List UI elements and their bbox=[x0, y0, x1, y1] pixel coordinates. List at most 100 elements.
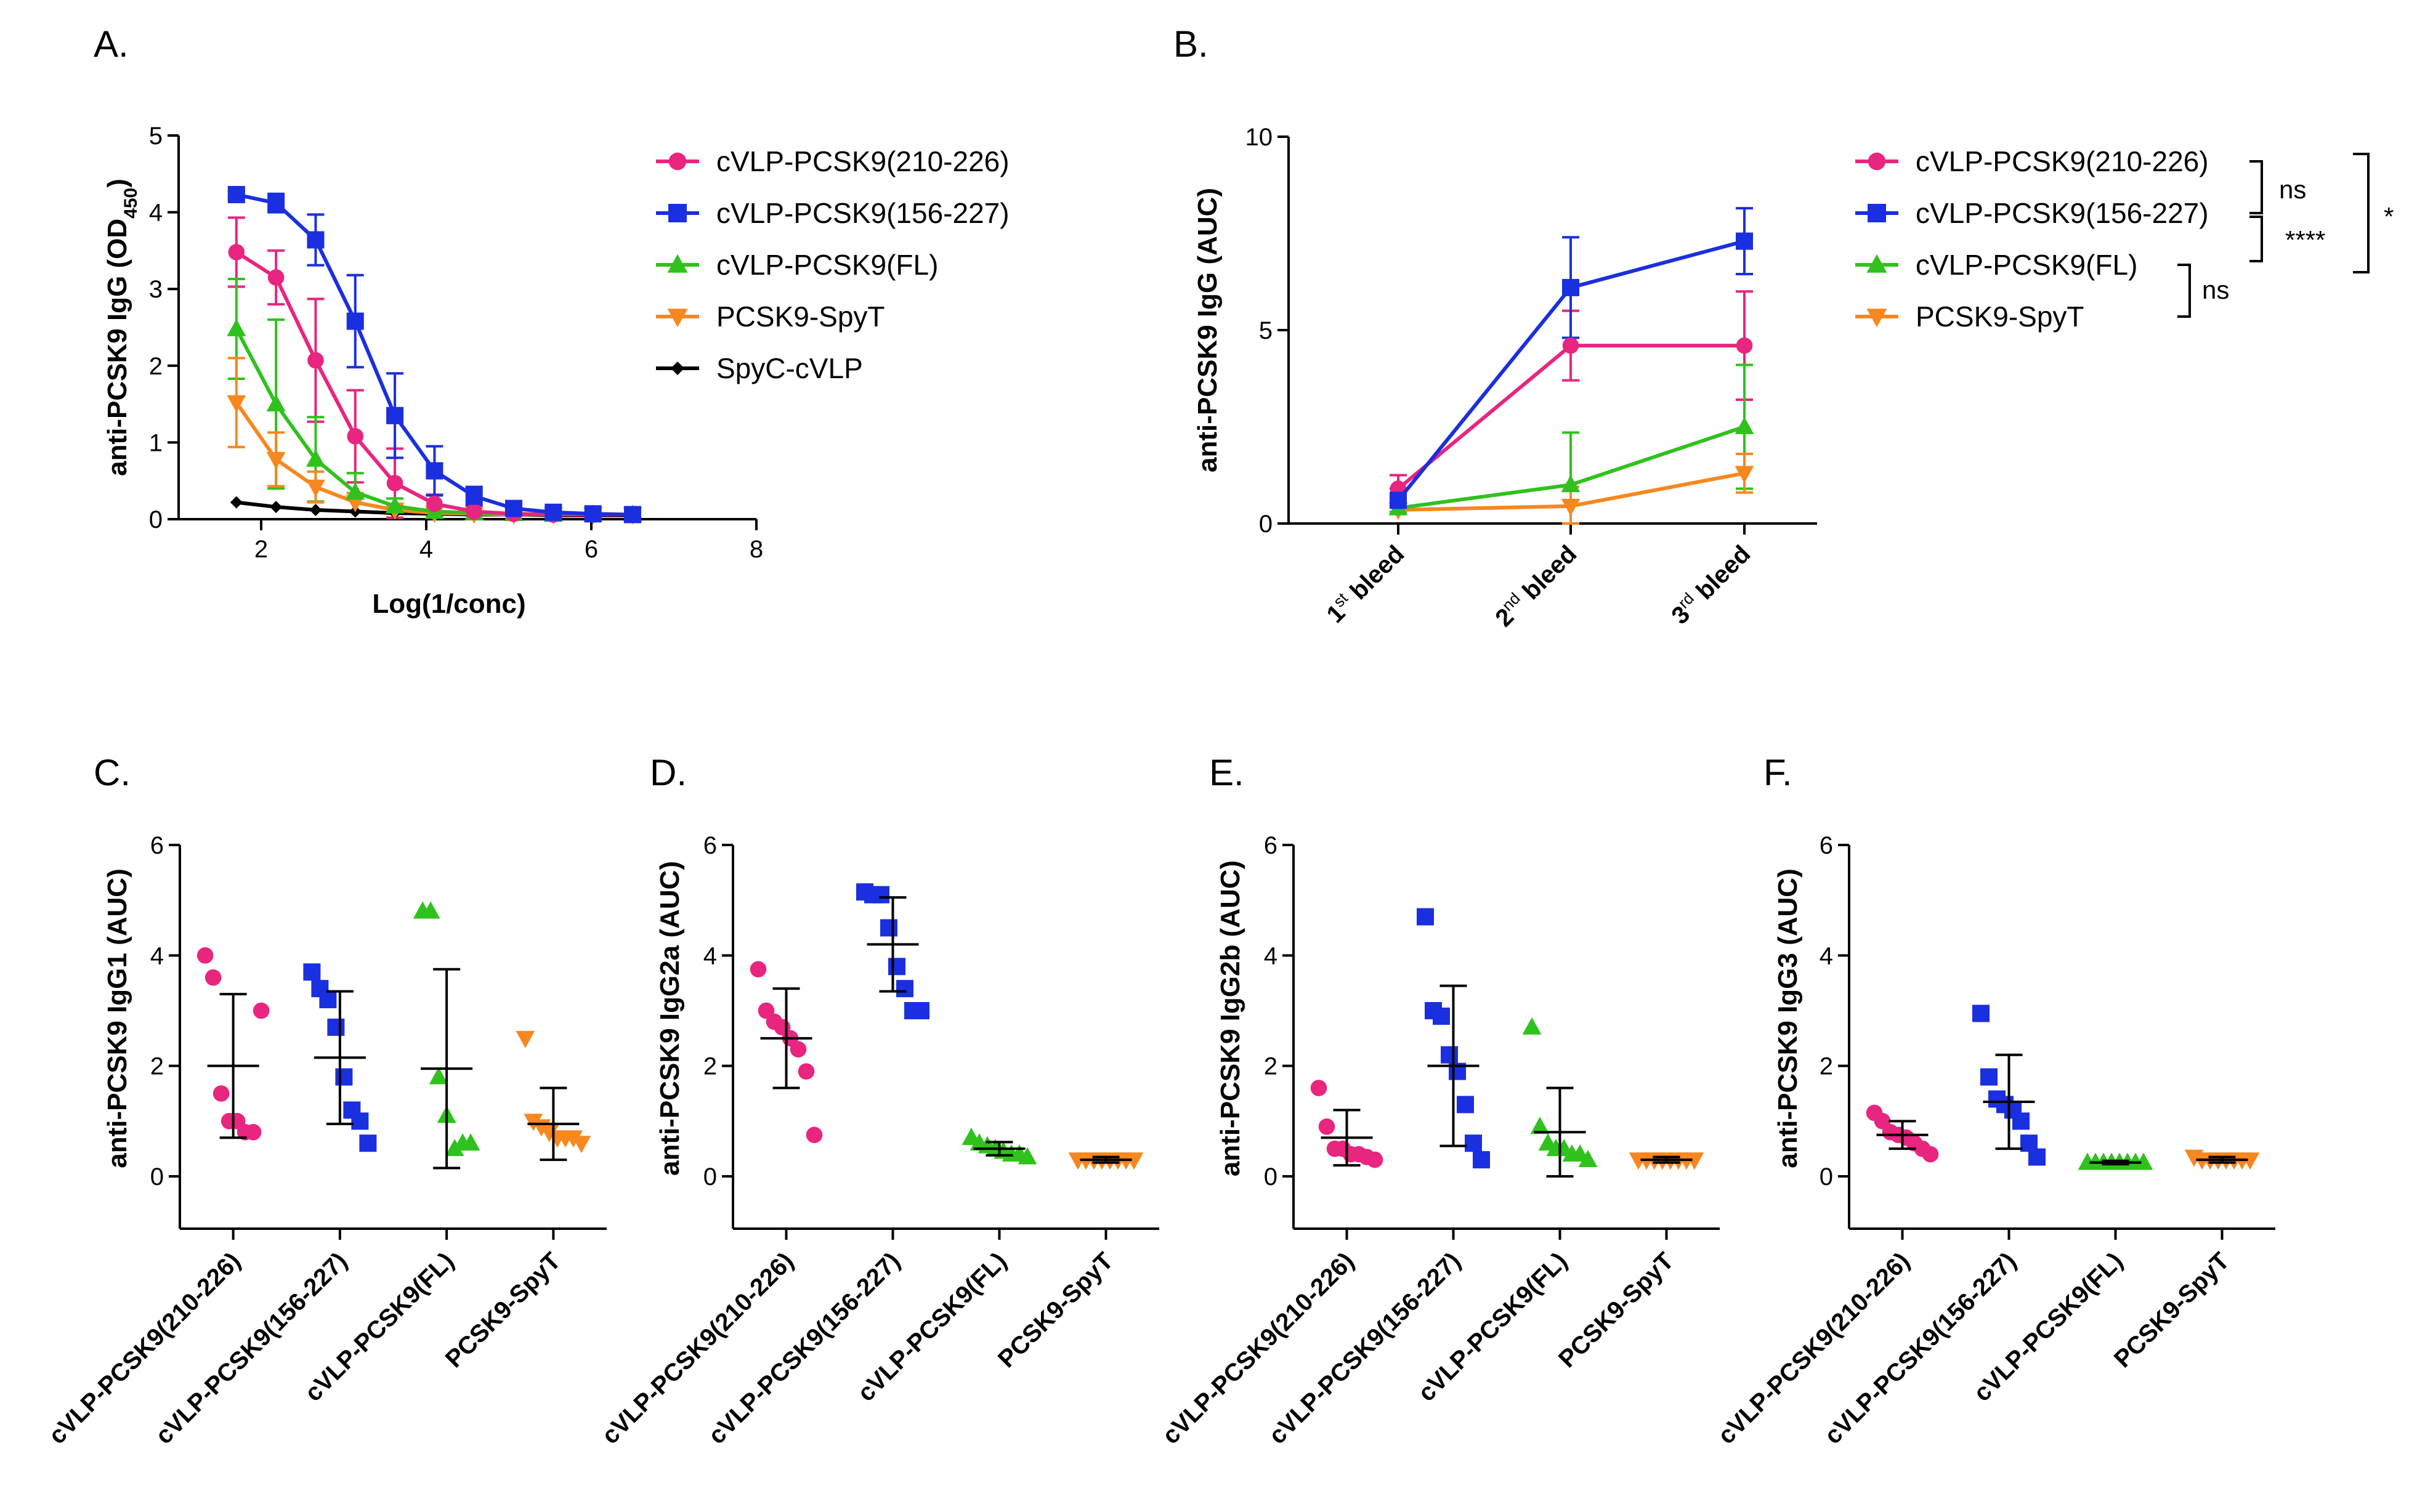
x-axis-title: Log(1/conc) bbox=[372, 589, 525, 619]
data-point bbox=[230, 496, 243, 509]
significance-label: **** bbox=[2285, 225, 2325, 254]
y-tick-label: 0 bbox=[149, 506, 163, 533]
data-point bbox=[266, 394, 286, 411]
y-tick-label: 4 bbox=[703, 942, 717, 969]
data-point bbox=[1736, 232, 1753, 250]
data-point bbox=[750, 961, 767, 978]
data-point bbox=[1124, 1152, 1144, 1170]
x-category-label: cVLP-PCSK9(210-226) bbox=[1157, 1247, 1359, 1449]
data-point bbox=[385, 496, 405, 514]
x-tick-label: 8 bbox=[750, 536, 763, 563]
data-point bbox=[888, 958, 905, 976]
y-axis-title-subscript: 450 bbox=[121, 188, 141, 219]
y-tick-label: 0 bbox=[1264, 1163, 1277, 1191]
data-point bbox=[386, 475, 403, 491]
y-axis-title: anti-PCSK9 IgG3 (AUC) bbox=[1773, 868, 1803, 1168]
x-category-label: cVLP-PCSK9(156-227) bbox=[703, 1247, 905, 1449]
data-point bbox=[429, 1067, 448, 1085]
legend-marker bbox=[1868, 204, 1886, 222]
legend-marker bbox=[667, 309, 688, 328]
data-point bbox=[386, 406, 404, 424]
data-point bbox=[346, 482, 365, 500]
legend-label: PCSK9-SpyT bbox=[716, 301, 885, 333]
data-point bbox=[1685, 1152, 1704, 1170]
x-category-label: PCSK9-SpyT bbox=[440, 1247, 566, 1373]
data-point bbox=[2134, 1152, 2153, 1170]
data-point bbox=[545, 503, 562, 521]
y-tick-label: 1 bbox=[149, 429, 163, 456]
y-tick-label: 6 bbox=[150, 832, 164, 859]
bracket-ns-1 bbox=[2249, 160, 2263, 214]
legend-label: cVLP-PCSK9(FL) bbox=[1916, 249, 2137, 281]
x-tick-label: 2 bbox=[254, 536, 268, 563]
data-point bbox=[213, 1085, 230, 1102]
y-tick-label: 4 bbox=[1264, 942, 1277, 969]
data-point bbox=[309, 504, 322, 517]
data-point bbox=[880, 919, 897, 937]
data-point bbox=[227, 185, 245, 203]
data-point bbox=[2028, 1148, 2046, 1166]
group-2 bbox=[413, 901, 480, 1170]
y-tick-label: 2 bbox=[1820, 1053, 1833, 1080]
data-point bbox=[1561, 498, 1581, 516]
y-tick-label: 2 bbox=[150, 1053, 164, 1080]
data-point bbox=[335, 1068, 353, 1086]
data-point bbox=[524, 1114, 543, 1131]
y-axis-title: anti-PCSK9 IgG (AUC) bbox=[1192, 188, 1223, 472]
data-point bbox=[319, 991, 337, 1009]
data-point bbox=[505, 499, 523, 517]
data-point bbox=[1980, 1068, 1998, 1086]
panel-letter: E. bbox=[1209, 752, 1244, 793]
data-point bbox=[1530, 1117, 1550, 1134]
data-point bbox=[1366, 1151, 1383, 1168]
x-category-label: 2nd bleed bbox=[1489, 538, 1582, 632]
group-2 bbox=[1522, 1017, 1598, 1178]
y-tick-label: 4 bbox=[1820, 942, 1833, 969]
data-point bbox=[227, 318, 246, 336]
data-point bbox=[872, 886, 889, 904]
group-3 bbox=[1068, 1152, 1144, 1170]
data-point bbox=[1562, 278, 1579, 296]
panel-f: F. 0 2 4 6 anti-PCSK9 IgG3 (AUC) cVLP-PCSK9(21… bbox=[1713, 752, 2275, 1449]
data-point bbox=[196, 947, 214, 964]
data-point bbox=[306, 479, 325, 497]
data-point bbox=[624, 506, 641, 524]
x-category-label: PCSK9-SpyT bbox=[1553, 1247, 1679, 1373]
data-point bbox=[245, 1123, 262, 1141]
group-0 bbox=[750, 961, 823, 1144]
data-point bbox=[1473, 1151, 1490, 1169]
group-1 bbox=[1417, 908, 1490, 1169]
ordinal-superscript: nd bbox=[1498, 589, 1524, 615]
x-category-label: cVLP-PCSK9(156-227) bbox=[1820, 1247, 2022, 1449]
data-point bbox=[426, 462, 443, 480]
panel-b-letter: B. bbox=[1173, 23, 1208, 65]
group-0 bbox=[1310, 1080, 1383, 1168]
panel-letter: D. bbox=[650, 752, 687, 793]
y-tick-label: 0 bbox=[1820, 1163, 1833, 1191]
x-tick-label: 4 bbox=[419, 536, 433, 563]
panel-letter: F. bbox=[1763, 752, 1792, 793]
x-category-label: cVLP-PCSK9(210-226) bbox=[1713, 1247, 1915, 1449]
data-point bbox=[1390, 491, 1407, 509]
group-0 bbox=[1866, 1104, 1939, 1163]
data-point bbox=[1922, 1146, 1939, 1163]
bracket-ns-2 bbox=[2177, 264, 2191, 318]
y-tick-label: 0 bbox=[703, 1163, 717, 1191]
legend-label: cVLP-PCSK9(156-227) bbox=[716, 197, 1010, 229]
data-point bbox=[303, 963, 321, 981]
data-point bbox=[564, 1130, 583, 1148]
y-tick-label: 6 bbox=[703, 832, 717, 859]
y-tick-label: 2 bbox=[1264, 1053, 1277, 1080]
significance-label: ns bbox=[2202, 275, 2229, 304]
data-point bbox=[806, 1126, 823, 1144]
data-point bbox=[2012, 1112, 2030, 1130]
data-point bbox=[798, 1063, 815, 1080]
ordinal-superscript: st bbox=[1329, 589, 1351, 611]
data-point bbox=[516, 1030, 535, 1048]
legend-label: PCSK9-SpyT bbox=[1916, 301, 2084, 333]
legend-marker bbox=[671, 362, 684, 375]
data-point bbox=[346, 312, 364, 330]
y-tick-label: 3 bbox=[149, 276, 163, 303]
data-point bbox=[421, 901, 440, 919]
